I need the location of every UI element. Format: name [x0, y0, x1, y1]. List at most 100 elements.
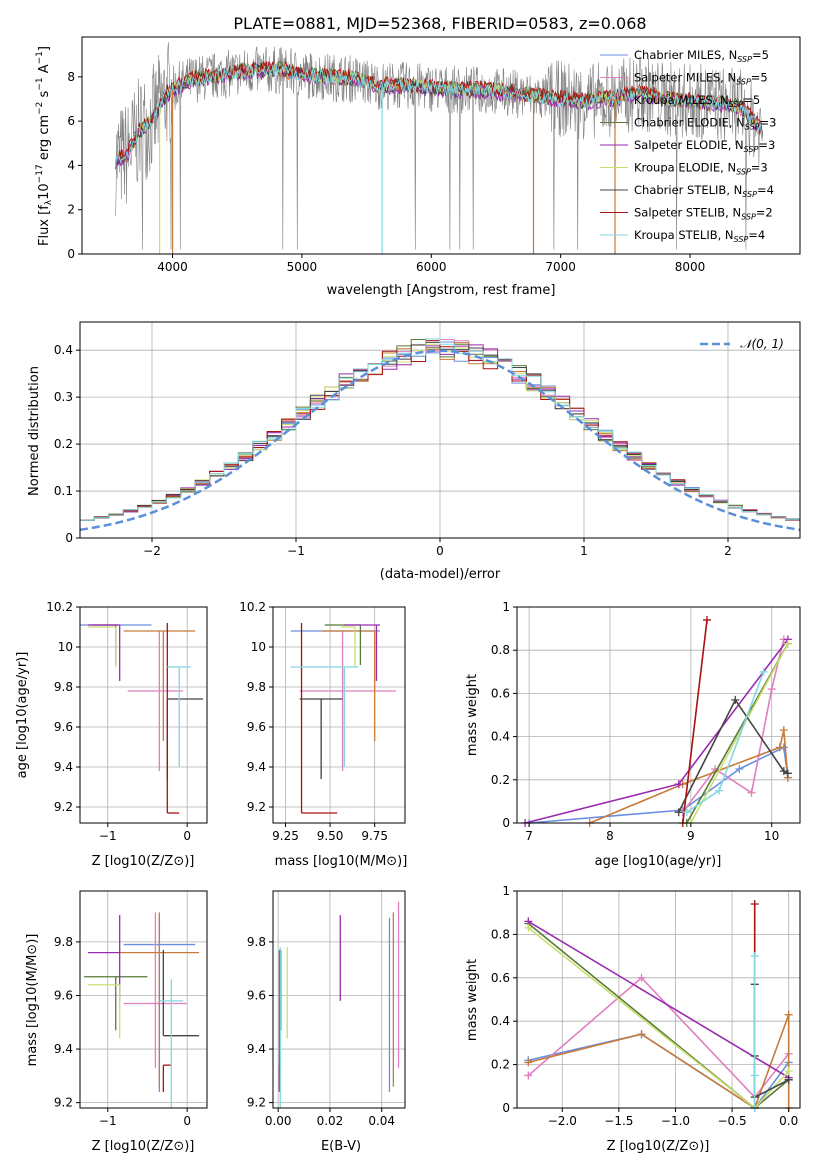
marker-chabrier_stelib: [731, 695, 740, 704]
y-tick-label: 9.2: [247, 1096, 266, 1110]
y-tick-label: 0: [502, 1101, 510, 1115]
y-axis-label: age [log10(age/yr)]: [15, 652, 30, 779]
y-tick-label: 9.8: [54, 935, 73, 949]
axes-frame: −1 0 9.2 9.4 9.6 9.8: [54, 890, 208, 1128]
marker-kroupa_stelib: [759, 667, 768, 676]
marker-chabrier_stelib: [784, 1075, 793, 1084]
legend-subscript: SSP: [736, 168, 751, 177]
series-chabrier_elodie: [527, 922, 790, 1110]
series-kroupa_elodie: [690, 643, 789, 824]
y-tick-label: 9.6: [54, 720, 73, 734]
x-axis-label: mass [log10(M/M⊙)]: [275, 854, 408, 869]
plot-area: [115, 42, 763, 254]
grid: [273, 891, 405, 1108]
x-tick-label: 0: [436, 544, 444, 558]
figure-title: PLATE=0881, MJD=52368, FIBERID=0583, z=0…: [233, 14, 646, 33]
axes-frame: −1 0 9.2 9.4 9.6 9.8 10 10.2: [46, 600, 208, 843]
chart-mass_vs_Z: −1 0 9.2 9.4 9.6 9.8 Z [log10(Z/Z⊙)] mass [log1…: [25, 890, 208, 1154]
y-axis-label: Normed distribution: [27, 366, 42, 496]
x-tick-label: −1: [287, 544, 305, 558]
axes-frame: 4000 5000 6000 7000 8000 0 2 4 6 8: [67, 36, 801, 274]
x-axis-label: Z [log10(Z/Z⊙)]: [607, 1139, 710, 1154]
axes-frame: −2.0 −1.5 −1.0 −0.5 0.0 0 0.2 0.4 0.6 0.8 1: [491, 884, 801, 1128]
axes-spine: [81, 36, 801, 255]
legend-subscript: SSP: [729, 100, 744, 109]
y-tick-label: 0.4: [491, 1014, 510, 1028]
legend-value: =4: [748, 228, 765, 242]
x-tick-label: 5000: [287, 260, 318, 274]
y-tick-label: 0.2: [54, 437, 73, 451]
plot-area: [80, 623, 204, 814]
axes-frame: 7 8 9 10 0 0.2 0.4 0.6 0.8 1: [491, 600, 801, 843]
axes-spine: [516, 890, 801, 1109]
x-tick-label: 2: [724, 544, 732, 558]
histogram-kroupa_stelib: [80, 338, 800, 521]
x-tick-label: −1.5: [604, 1114, 633, 1128]
x-tick-label: −1.0: [661, 1114, 690, 1128]
legend-subscript: SSP: [736, 78, 751, 87]
chart-age_vs_mass: 9.25 9.50 9.75 9.2 9.4 9.6 9.8 10 10.2 mass [log1…: [239, 600, 407, 869]
x-tick-label: 4000: [157, 260, 188, 274]
chart-spectrum: 4000 5000 6000 7000 8000 0 2 4 6 8 Chabrier MILES,…: [35, 36, 801, 298]
marker-salpeter_miles: [637, 973, 646, 982]
legend-label: Chabrier MILES, NSSP=5: [634, 48, 769, 64]
marker-kroupa_elodie: [524, 923, 533, 932]
y-axis-label: mass weight: [465, 959, 480, 1041]
x-tick-label: −2: [143, 544, 161, 558]
axes-spine: [272, 606, 406, 824]
y-tick-label: 1: [502, 884, 510, 898]
x-axis-label: E(B-V): [321, 1139, 361, 1154]
y-tick-label: 0.3: [54, 390, 73, 404]
x-tick-label: −1: [99, 829, 117, 843]
x-axis-label: age [log10(age/yr)]: [595, 854, 722, 869]
series-salpeter_miles: [527, 976, 790, 1099]
y-tick-label: 0: [67, 247, 75, 261]
x-tick-label: −0.5: [718, 1114, 747, 1128]
marker-salpeter_stelib: [703, 615, 712, 624]
legend-value: =2: [756, 206, 773, 220]
marker-chabrier_miles: [735, 765, 744, 773]
legend-value: =3: [758, 138, 775, 152]
marker-kroupa_miles: [775, 743, 784, 752]
legend: Chabrier MILES, NSSP=5 Salpeter MILES, NS…: [600, 48, 776, 244]
x-tick-label: 7000: [545, 260, 576, 274]
y-tick-label: 2: [67, 203, 75, 217]
legend-label: Salpeter MILES, NSSP=5: [634, 71, 768, 87]
y-axis-label: Flux [fλ10−17 erg cm−2 s−1 A−1]: [35, 46, 54, 246]
grid: [80, 891, 207, 1108]
y-tick-label: 8: [67, 70, 75, 84]
marker-chabrier_stelib: [674, 808, 683, 817]
y-tick-label: 9.2: [54, 1096, 73, 1110]
plot-area: [83, 912, 200, 1108]
legend-subscript: SSP: [742, 190, 757, 199]
x-tick-label: 8: [606, 829, 614, 843]
y-tick-label: 10: [58, 640, 73, 654]
axes-spine: [79, 606, 208, 824]
grid: [273, 606, 405, 823]
x-axis-label: Z [log10(Z/Z⊙)]: [92, 1139, 195, 1154]
legend-label: Chabrier STELIB, NSSP=4: [634, 183, 774, 199]
x-tick-label: 9: [687, 829, 695, 843]
y-tick-label: 0.6: [491, 971, 510, 985]
series-salpeter_stelib: [682, 619, 708, 824]
x-tick-label: 0.04: [368, 1114, 395, 1128]
x-tick-label: 0.00: [265, 1114, 292, 1128]
y-tick-label: 0.2: [491, 773, 510, 787]
y-tick-label: 1: [502, 600, 510, 614]
y-tick-label: 9.4: [247, 1042, 266, 1056]
x-tick-label: 6000: [416, 260, 447, 274]
histogram-chabrier_stelib: [80, 341, 800, 521]
plot-area: [79, 338, 801, 532]
x-tick-label: 7: [525, 829, 533, 843]
normal-curve: [79, 349, 801, 532]
x-axis-label: wavelength [Angstrom, rest frame]: [327, 283, 556, 298]
legend-label: Kroupa ELODIE, NSSP=3: [634, 161, 768, 177]
legend-value: =3: [751, 161, 768, 175]
y-axis-label: mass weight: [465, 674, 480, 756]
y-tick-label: 0: [502, 816, 510, 830]
spectrum-lines: [115, 42, 763, 254]
y-tick-label: 9.8: [247, 935, 266, 949]
legend-label: Salpeter STELIB, NSSP=2: [634, 206, 773, 222]
y-tick-label: 9.6: [54, 988, 73, 1002]
y-tick-label: 0.4: [491, 730, 510, 744]
